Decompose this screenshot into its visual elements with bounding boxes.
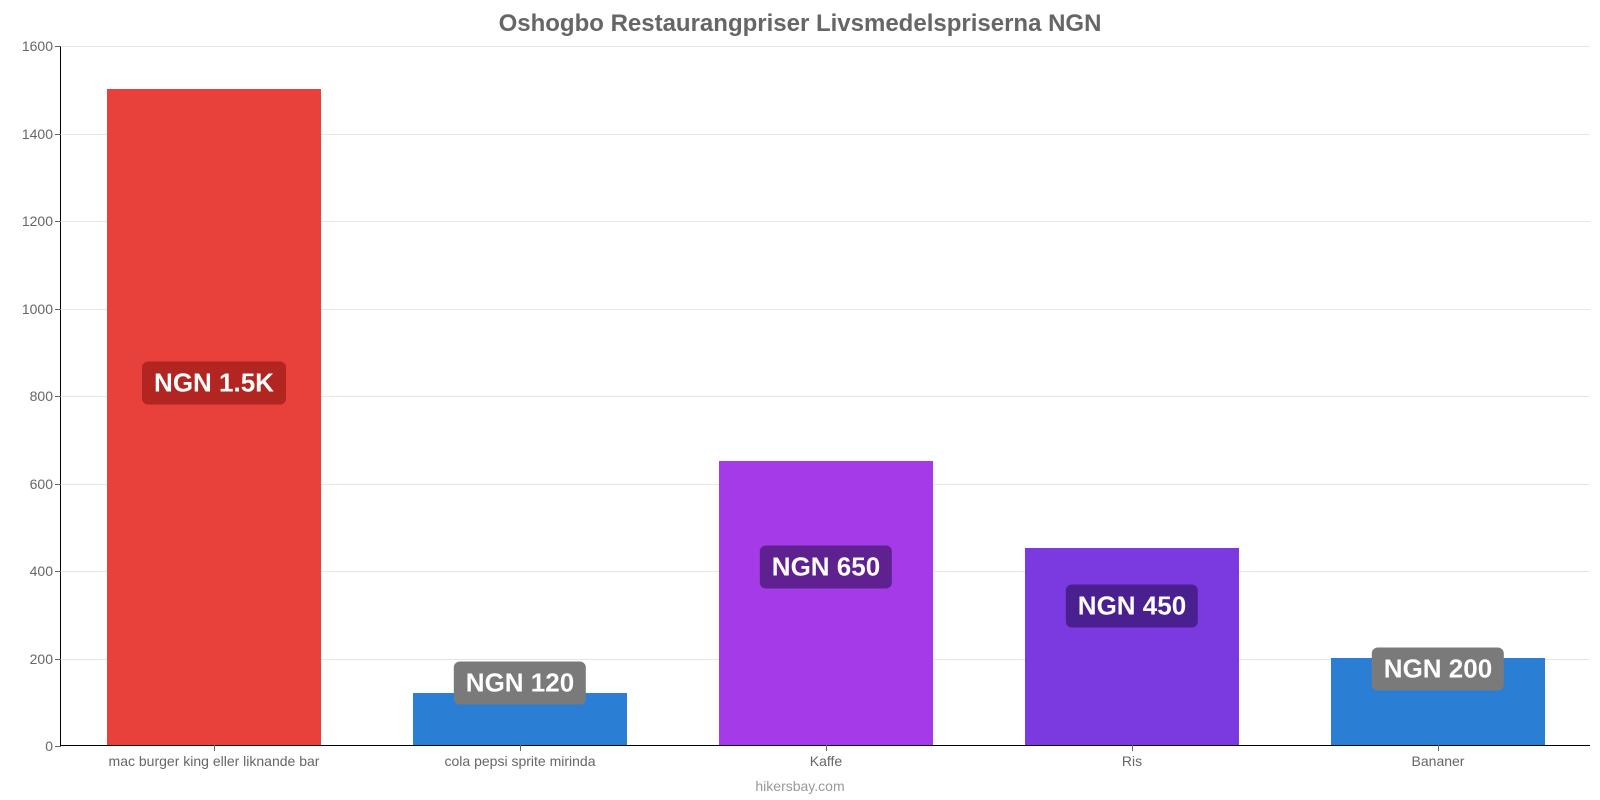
bar: [107, 89, 321, 745]
bar-value-label: NGN 1.5K: [142, 361, 286, 404]
bar: [1025, 548, 1239, 745]
ytick-label: 600: [30, 476, 61, 492]
gridline: [61, 46, 1590, 47]
xtick-label: mac burger king eller liknande bar: [109, 745, 320, 769]
ytick-label: 800: [30, 388, 61, 404]
plot-area: 02004006008001000120014001600mac burger …: [60, 46, 1590, 746]
ytick-label: 1400: [22, 126, 61, 142]
ytick-label: 1600: [22, 38, 61, 54]
chart-container: Oshogbo Restaurangpriser Livsmedelsprise…: [0, 0, 1600, 800]
xtick-label: Kaffe: [810, 745, 842, 769]
xtick-label: Bananer: [1412, 745, 1465, 769]
bar-value-label: NGN 650: [760, 545, 892, 588]
chart-footer: hikersbay.com: [0, 778, 1600, 794]
xtick-label: cola pepsi sprite mirinda: [445, 745, 596, 769]
ytick-label: 200: [30, 651, 61, 667]
bar: [719, 461, 933, 745]
ytick-label: 0: [45, 738, 61, 754]
bar-value-label: NGN 450: [1066, 585, 1198, 628]
ytick-label: 1200: [22, 213, 61, 229]
ytick-label: 1000: [22, 301, 61, 317]
bar-value-label: NGN 120: [454, 661, 586, 704]
chart-title: Oshogbo Restaurangpriser Livsmedelsprise…: [0, 10, 1600, 38]
bar-value-label: NGN 200: [1372, 648, 1504, 691]
ytick-label: 400: [30, 563, 61, 579]
xtick-label: Ris: [1122, 745, 1142, 769]
